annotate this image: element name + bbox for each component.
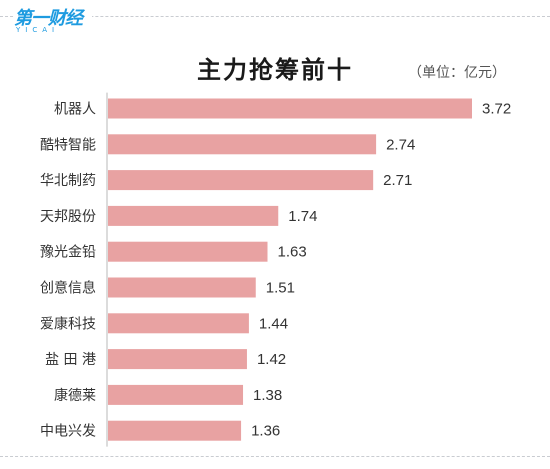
value-label: 2.71 — [383, 172, 412, 189]
category-label: 康德莱 — [54, 387, 96, 404]
value-label: 2.74 — [386, 136, 415, 153]
category-label: 天邦股份 — [40, 209, 96, 225]
value-label: 1.38 — [253, 387, 282, 404]
value-label: 1.42 — [257, 351, 286, 368]
bar — [108, 313, 249, 334]
bar — [108, 420, 242, 441]
value-label: 1.36 — [251, 423, 280, 440]
unit-label: （单位：亿元） — [408, 65, 506, 81]
value-label: 1.74 — [288, 208, 317, 225]
bar — [108, 349, 247, 370]
bar — [108, 384, 244, 405]
chart-title: 主力抢筹前十 — [197, 56, 353, 84]
value-label: 3.72 — [482, 101, 511, 118]
bar — [108, 134, 377, 155]
value-label: 1.63 — [277, 244, 306, 261]
value-label: 1.51 — [266, 280, 295, 297]
bar — [108, 277, 256, 298]
logo-mark: 第一财经 — [14, 8, 83, 29]
bar — [108, 170, 374, 191]
category-label: 豫光金铅 — [40, 245, 96, 261]
bar — [108, 241, 268, 262]
category-label: 中电兴发 — [40, 424, 96, 440]
logo-subtext: YICAI — [16, 26, 60, 34]
category-label: 创意信息 — [40, 280, 96, 297]
yicai-logo: 第一财经 YICAI — [14, 4, 92, 38]
category-label: 机器人 — [54, 102, 96, 118]
bar — [108, 205, 279, 226]
top-dashed-divider — [0, 16, 550, 17]
bar — [108, 98, 472, 119]
value-label: 1.44 — [259, 315, 288, 332]
bottom-dashed-divider — [0, 456, 550, 457]
category-label: 盐 田 港 — [45, 352, 96, 368]
category-label: 华北制药 — [40, 173, 96, 189]
category-label: 酷特智能 — [40, 137, 96, 153]
category-label: 爱康科技 — [40, 315, 96, 332]
